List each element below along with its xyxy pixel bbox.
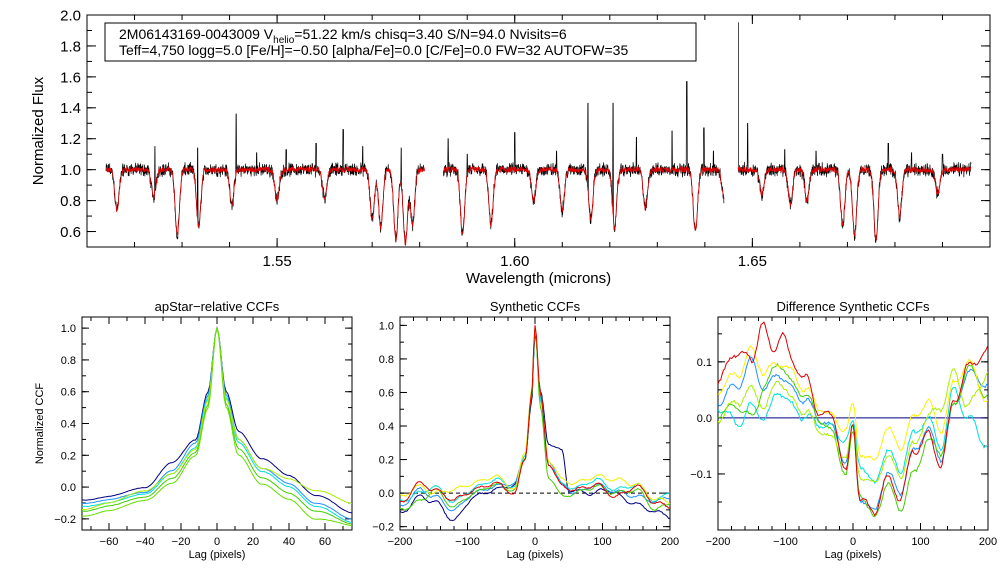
header-object-id: 2M06143169-0043009 V <box>119 26 274 42</box>
ccf-series-line <box>718 362 988 518</box>
panel-title: apStar−relative CCFs <box>155 299 280 314</box>
ccf-series-line <box>718 386 988 484</box>
y-tick-label: 1.0 <box>379 320 394 332</box>
x-tick-label: 0 <box>214 536 220 548</box>
x-tick-label: −200 <box>706 536 731 548</box>
x-tick-label: 0 <box>532 536 538 548</box>
panel-title: Synthetic CCFs <box>490 299 581 314</box>
model-spectrum-line <box>737 165 972 241</box>
y-tick-label: 0.2 <box>61 450 76 462</box>
x-tick-label: −100 <box>773 536 798 548</box>
y-tick-label: 0.0 <box>697 413 712 425</box>
y-tick-label: −0.1 <box>690 469 712 481</box>
x-axis-label: Lag (pixels) <box>507 549 564 561</box>
y-tick-label: 1.0 <box>61 323 76 335</box>
apstar-ccf-panel: −60 −40 −20 0 20 40 60 −0.2 0.0 0.2 0.4 0.6 0.8 1.0 La… <box>34 299 353 561</box>
y-tick-label: 0.8 <box>60 193 81 210</box>
header-line-2: Teff=4,750 logg=5.0 [Fe/H]=−0.50 [alpha/… <box>119 42 628 58</box>
x-tick-label: −40 <box>136 536 155 548</box>
y-tick-label: 0.0 <box>61 482 76 494</box>
y-tick-label: 0.0 <box>379 488 394 500</box>
x-tick-label: −200 <box>388 536 413 548</box>
y-tick-label: 0.6 <box>60 224 81 241</box>
x-tick-label: 1.65 <box>738 253 767 270</box>
y-tick-label: 0.6 <box>379 387 394 399</box>
ccf-series-line <box>400 325 670 509</box>
y-tick-label: 0.1 <box>697 357 712 369</box>
ccf-series-line <box>82 327 352 527</box>
x-tick-label: −60 <box>100 536 119 548</box>
y-tick-label: −0.2 <box>372 522 394 534</box>
header-line-1-values: =51.22 km/s chisq=3.40 S/N=94.0 Nvisits=… <box>294 26 567 42</box>
ccf-series-line <box>82 327 352 511</box>
spectrum-panel: 1.55 1.60 1.65 0.6 0.8 1.0 1.2 1.4 1.6 1.8 2.0 Wave… <box>30 7 991 287</box>
y-tick-label: 0.4 <box>61 418 76 430</box>
x-tick-label: 20 <box>247 536 259 548</box>
y-tick-label: 0.2 <box>379 455 394 467</box>
header-box <box>104 22 697 62</box>
y-tick-label: 0.4 <box>379 421 394 433</box>
y-tick-label: 0.6 <box>61 387 76 399</box>
x-tick-label: −100 <box>455 536 480 548</box>
panel-title: Difference Synthetic CCFs <box>777 299 930 314</box>
x-tick-label: 60 <box>319 536 331 548</box>
y-tick-label: 1.8 <box>60 38 81 55</box>
x-tick-label: 200 <box>979 536 997 548</box>
plot-frame <box>86 14 991 248</box>
y-axis-label: Normalized CCF <box>34 383 46 465</box>
x-axis-label: Lag (pixels) <box>825 549 882 561</box>
y-tick-label: 1.6 <box>60 69 81 86</box>
x-axis-label: Lag (pixels) <box>189 549 246 561</box>
x-tick-label: 100 <box>911 536 929 548</box>
header-helio-subscript: helio <box>273 35 295 46</box>
x-tick-label: 40 <box>283 536 295 548</box>
x-tick-label: 1.60 <box>500 253 529 270</box>
y-tick-label: 1.2 <box>60 131 81 148</box>
y-tick-label: 2.0 <box>60 7 81 24</box>
model-spectrum-line <box>105 165 425 246</box>
y-tick-label: 1.0 <box>60 162 81 179</box>
x-tick-label: 1.55 <box>263 253 292 270</box>
synthetic-ccf-panel: −200 −100 0 100 200 −0.2 0.0 0.2 0.4 0.6 0.8 1.0 Lag… <box>372 299 679 561</box>
ccf-series-line <box>718 321 988 517</box>
ccf-series-line <box>718 345 988 461</box>
model-spectrum-line <box>443 165 725 235</box>
x-tick-label: 100 <box>593 536 611 548</box>
header-line-1: 2M06143169-0043009 Vhelio=51.22 km/s chi… <box>119 26 567 46</box>
x-axis-label: Wavelength (microns) <box>466 270 611 287</box>
y-tick-label: 0.8 <box>379 354 394 366</box>
y-tick-label: 1.4 <box>60 100 81 117</box>
y-tick-label: 0.8 <box>61 355 76 367</box>
y-tick-label: −0.2 <box>54 514 76 526</box>
difference-ccf-panel: −200 −100 0 100 200 −0.1 0.0 0.1 Lag (pixels) Dif… <box>690 299 997 561</box>
x-tick-label: −20 <box>172 536 191 548</box>
x-tick-label: 200 <box>661 536 679 548</box>
x-tick-label: 0 <box>850 536 856 548</box>
y-axis-label: Normalized Flux <box>30 76 47 185</box>
